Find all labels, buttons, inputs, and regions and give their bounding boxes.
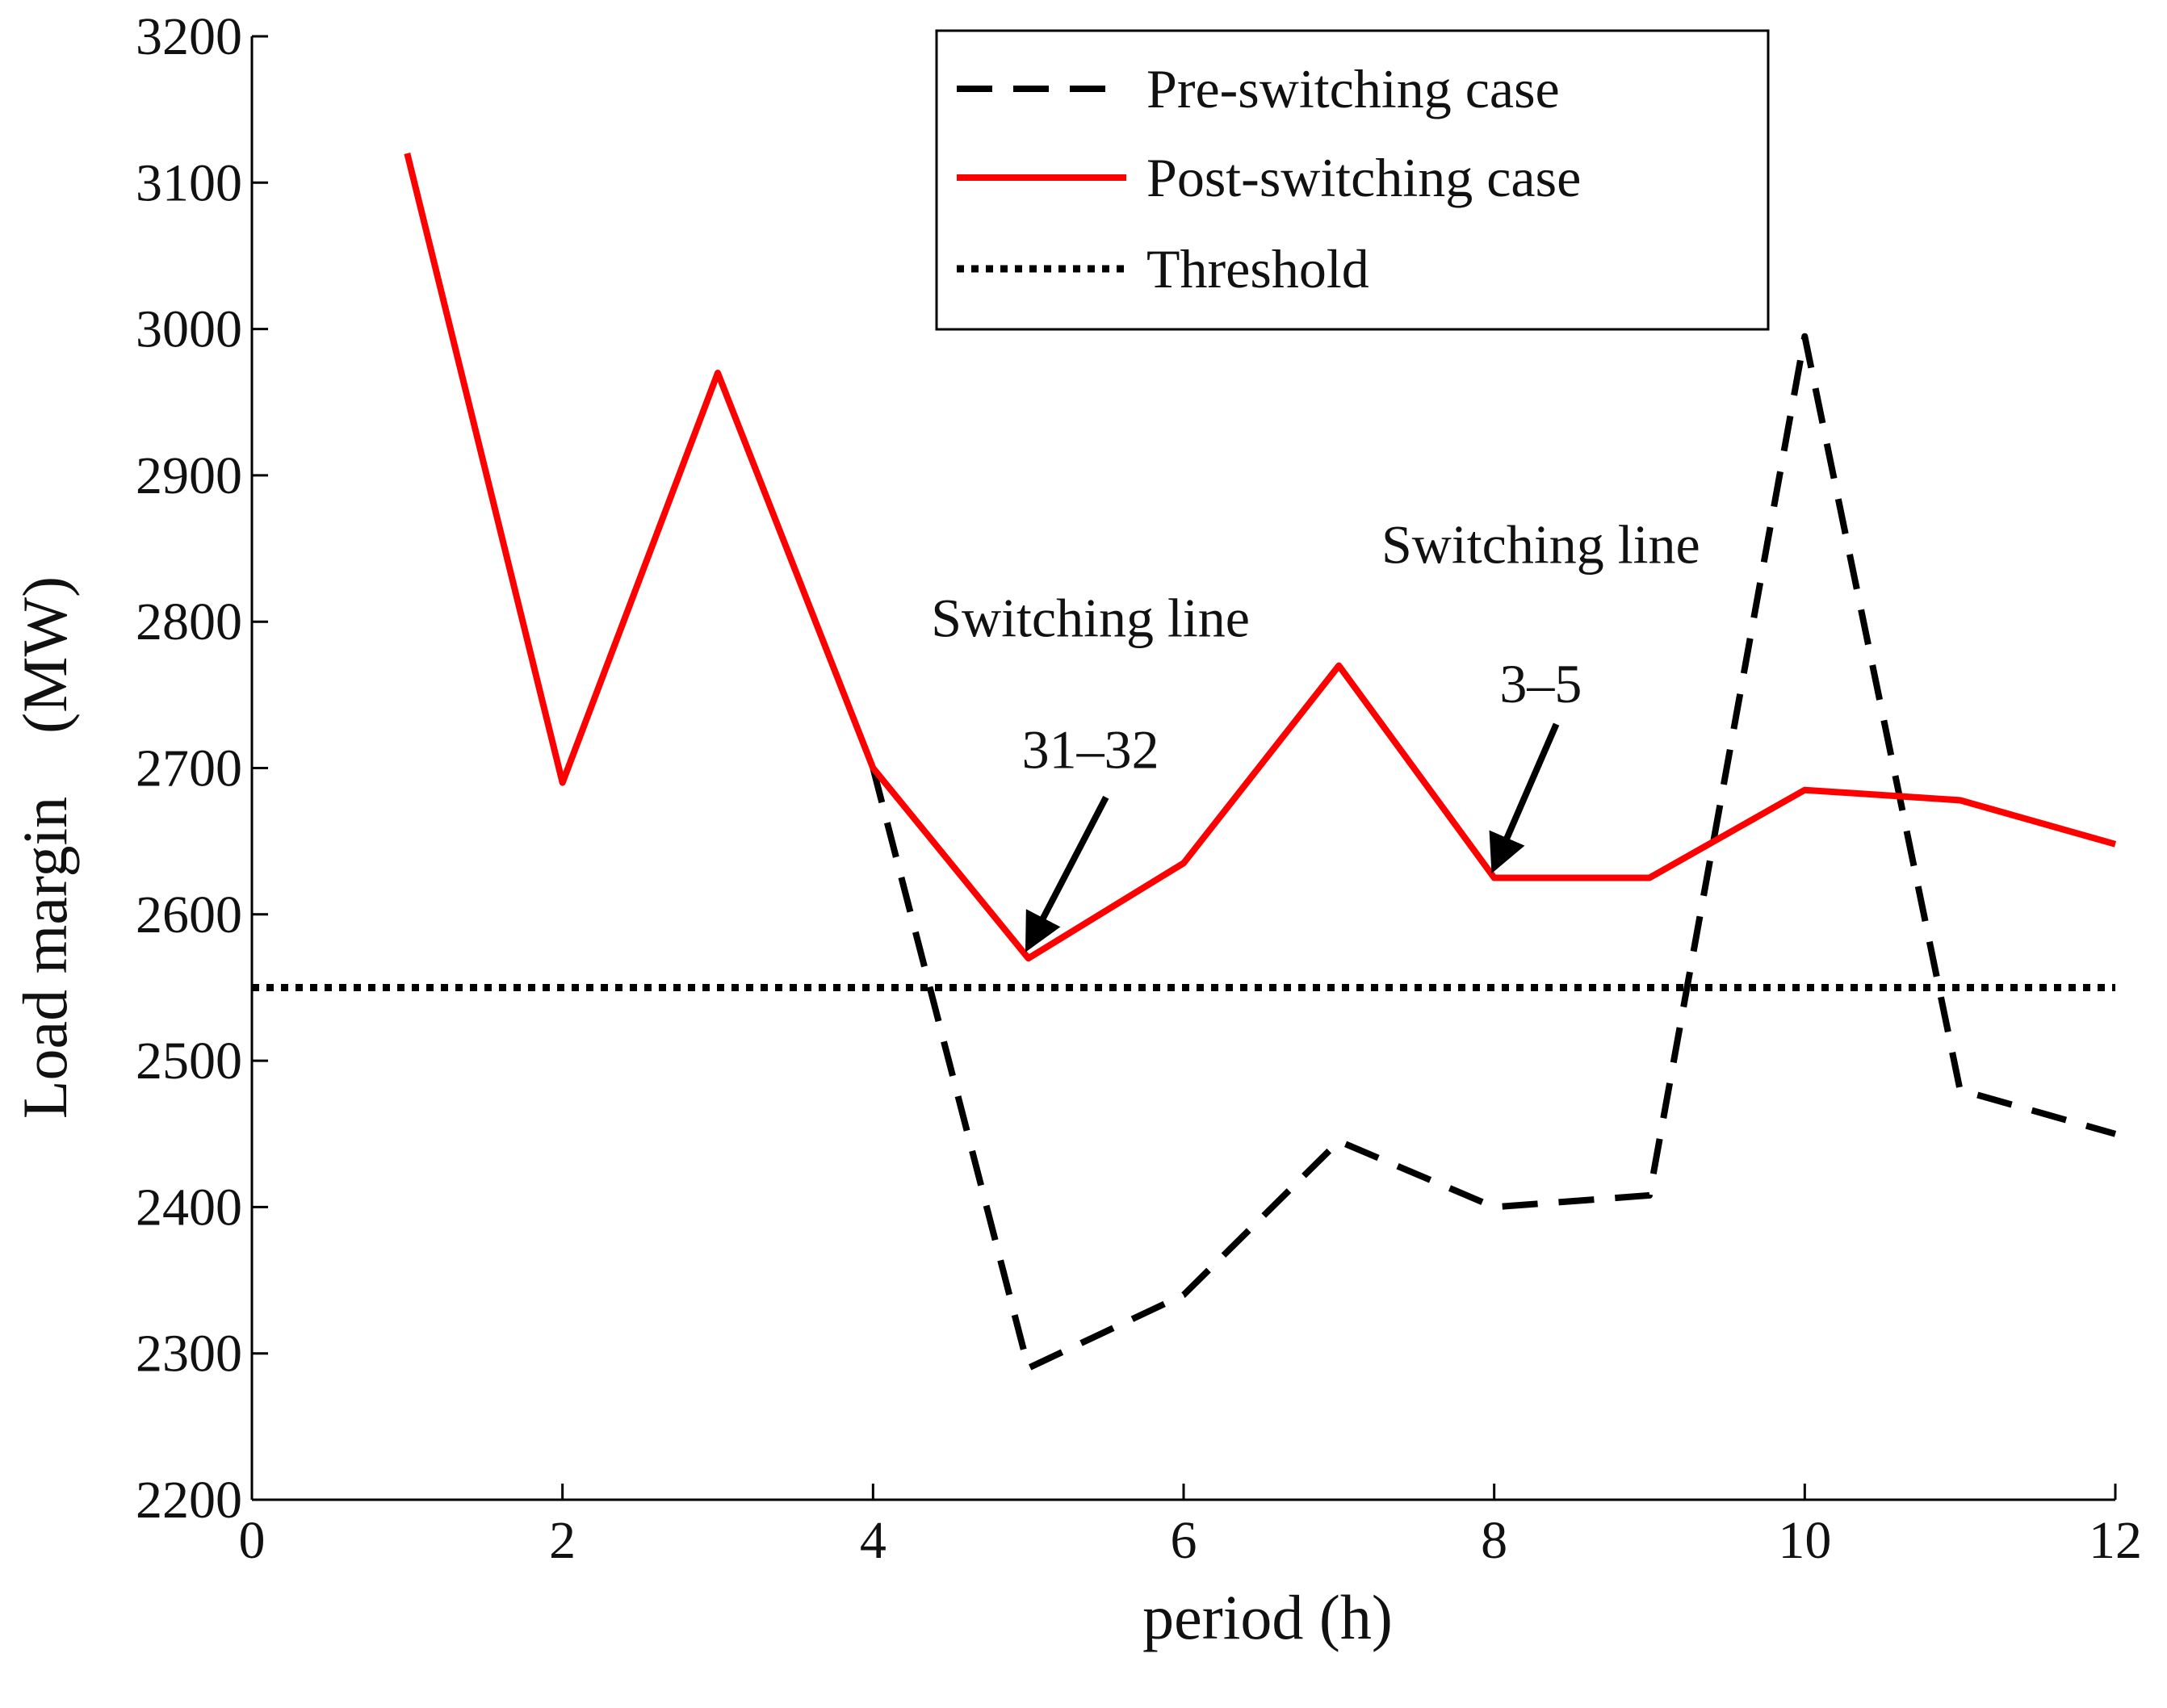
annotation-1-text-1: Switching line (931, 587, 1250, 648)
annotation-2-text-2: 3–5 (1499, 653, 1582, 714)
x-tick-label: 10 (1778, 1511, 1831, 1570)
legend-label-pre-switching: Pre-switching case (1146, 58, 1560, 119)
legend: Pre-switching case Post-switching case T… (935, 29, 1770, 331)
x-tick-label: 2 (549, 1511, 576, 1570)
annotation-layer: Switching line 31–32 Switching line 3–5 (931, 514, 1700, 952)
y-tick-label: 3100 (136, 153, 242, 212)
annotation-1-arrow (1025, 795, 1109, 952)
annotation-2-arrow (1489, 722, 1560, 874)
x-tick-label: 0 (239, 1511, 266, 1570)
y-tick-label: 2500 (136, 1032, 242, 1091)
axes: 0 2 4 6 8 10 12 2200 2300 2400 2500 2600 2700 2800 290… (136, 7, 2142, 1570)
y-tick-label: 2300 (136, 1325, 242, 1384)
y-tick-label: 2700 (136, 739, 242, 798)
legend-label-threshold: Threshold (1146, 238, 1369, 299)
y-tick-label: 2200 (136, 1471, 242, 1530)
series-layer (252, 153, 2117, 1371)
y-axis-title: Load margin (MW) (10, 576, 80, 1119)
annotation-1-text-2: 31–32 (1022, 719, 1159, 781)
x-tick-label: 8 (1481, 1511, 1507, 1570)
y-tick-label: 3000 (136, 300, 242, 359)
annotation-2-text-1: Switching line (1381, 514, 1700, 576)
x-tick-label: 4 (860, 1511, 886, 1570)
x-tick-label: 12 (2089, 1511, 2142, 1570)
y-tick-label: 2600 (136, 885, 242, 944)
y-tick-label: 3200 (136, 7, 242, 66)
y-tick-label: 2400 (136, 1178, 242, 1237)
legend-label-post-switching: Post-switching case (1146, 147, 1581, 208)
y-tick-label: 2900 (136, 446, 242, 505)
series-line-pre-switching-case (870, 333, 2117, 1371)
series-line-post-switching-case (404, 153, 2117, 962)
x-tick-label: 6 (1171, 1511, 1197, 1570)
y-tick-label: 2800 (136, 592, 242, 651)
x-axis-title: period (h) (1142, 1582, 1393, 1652)
